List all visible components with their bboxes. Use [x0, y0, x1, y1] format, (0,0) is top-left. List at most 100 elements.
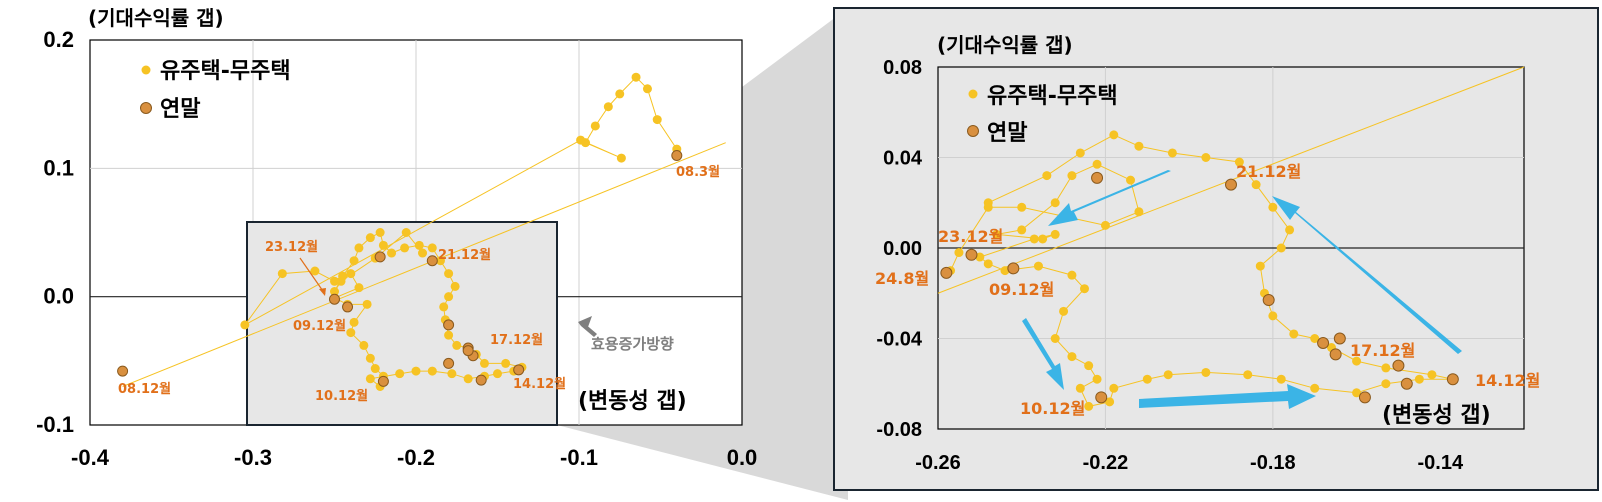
year-end-point	[475, 374, 487, 386]
year-end-point	[329, 293, 340, 305]
data-point	[1050, 334, 1060, 343]
data-point	[387, 248, 397, 258]
data-point	[1285, 225, 1295, 235]
year-end-point	[1007, 262, 1020, 275]
x-tick-label: -0.18	[1250, 452, 1296, 474]
data-point	[1381, 379, 1391, 389]
label-23-12: 23.12월	[265, 239, 318, 255]
data-point	[631, 72, 641, 82]
y-tick-label: -0.1	[36, 412, 74, 437]
data-point	[1092, 159, 1102, 169]
data-point	[365, 353, 375, 363]
zoom-series-points	[940, 130, 1459, 411]
zoom-legend-marker-yearend	[967, 125, 979, 137]
label-08-12: 08.12월	[118, 381, 171, 397]
data-point	[603, 102, 613, 112]
data-point	[330, 276, 339, 286]
data-point	[1289, 329, 1299, 339]
x-tick-label: -0.22	[1083, 452, 1129, 474]
data-point	[992, 229, 1002, 239]
label-21-12: 21.12월	[438, 247, 491, 263]
data-point	[1255, 261, 1265, 271]
year-end-point	[426, 255, 438, 267]
zoom-label-23-12: 23.12월	[938, 227, 1003, 246]
year-end-point	[1333, 332, 1346, 345]
data-point	[1201, 153, 1211, 162]
data-point	[1167, 148, 1177, 158]
data-point	[1067, 270, 1077, 280]
data-point	[414, 240, 424, 250]
y-tick-label: 0.08	[883, 57, 922, 79]
data-point	[1067, 352, 1077, 362]
year-end-point	[1262, 294, 1275, 307]
year-end-point	[1317, 337, 1330, 350]
data-point	[642, 84, 652, 94]
year-end-point	[1446, 373, 1459, 386]
data-point	[401, 228, 411, 237]
trend-arrow-4	[1272, 196, 1462, 354]
data-point	[1201, 367, 1211, 377]
data-point	[1134, 141, 1144, 151]
y-tick-label: 0.1	[43, 155, 74, 180]
data-point	[1126, 175, 1136, 185]
zoom-label-21-12: 21.12월	[1236, 162, 1301, 181]
data-point	[590, 121, 600, 131]
year-end-point	[443, 357, 455, 369]
data-point	[444, 292, 454, 302]
data-point	[1109, 130, 1119, 140]
zoom-chart: -0.26 -0.22 -0.18 -0.14 -0.08 -0.04 0.00 0.04 0.…	[833, 7, 1599, 491]
year-end-point	[462, 345, 474, 357]
data-point	[435, 256, 445, 266]
data-point	[493, 369, 502, 379]
year-end-point	[1225, 178, 1237, 191]
trend-arrow-2	[1022, 318, 1064, 390]
year-end-point	[117, 365, 129, 377]
data-point	[975, 252, 985, 262]
data-point	[616, 153, 626, 163]
data-point	[427, 366, 437, 376]
data-point	[365, 233, 375, 243]
data-point	[1084, 361, 1094, 371]
y-tick-label: 0.00	[883, 238, 922, 260]
data-point	[365, 374, 375, 384]
data-point	[1050, 229, 1060, 239]
data-point	[1352, 356, 1362, 366]
label-23-12-pointer-head	[319, 288, 326, 296]
x-tick-label: -0.14	[1417, 452, 1463, 474]
year-end-point	[1095, 391, 1108, 404]
data-point	[1042, 171, 1052, 181]
data-point	[1276, 243, 1286, 253]
data-point	[1092, 374, 1102, 384]
overview-chart: -0.4 -0.3 -0.2 -0.1 0.0 -0.1 0.0 0.1 0.2 (기대수익률 …	[36, 6, 757, 470]
data-point	[349, 256, 359, 266]
data-point	[450, 281, 460, 291]
y-tick-label: -0.04	[876, 329, 922, 351]
overview-tick-labels: -0.4 -0.3 -0.2 -0.1 0.0 -0.1 0.0 0.1 0.2	[36, 27, 757, 470]
label-17-12: 17.12월	[490, 332, 543, 348]
data-point	[452, 340, 462, 350]
x-tick-label: -0.4	[71, 445, 110, 470]
x-tick-label: -0.2	[397, 445, 435, 470]
data-point	[1029, 234, 1039, 244]
zoom-label-09-12: 09.12월	[989, 280, 1054, 299]
zoom-legend-label-hh: 유주택-무주택	[987, 84, 1118, 109]
trend-arrows	[1022, 170, 1462, 409]
data-point	[418, 248, 428, 258]
year-end-point	[342, 301, 354, 313]
data-point	[336, 276, 346, 286]
year-end-point	[513, 364, 525, 376]
label-09-12: 09.12월	[293, 318, 346, 334]
data-point	[1084, 401, 1094, 411]
y-tick-label: 0.0	[43, 284, 74, 309]
data-point	[1276, 374, 1286, 384]
data-point	[1414, 374, 1424, 384]
data-point	[444, 330, 454, 340]
data-point	[1163, 370, 1173, 380]
data-point	[479, 358, 489, 368]
label-23-12-pointer	[299, 257, 326, 295]
data-point	[310, 266, 320, 276]
year-end-point	[965, 248, 978, 261]
data-point	[354, 283, 364, 293]
zoom-y-axis-label: (기대수익률 갭)	[937, 33, 1073, 57]
